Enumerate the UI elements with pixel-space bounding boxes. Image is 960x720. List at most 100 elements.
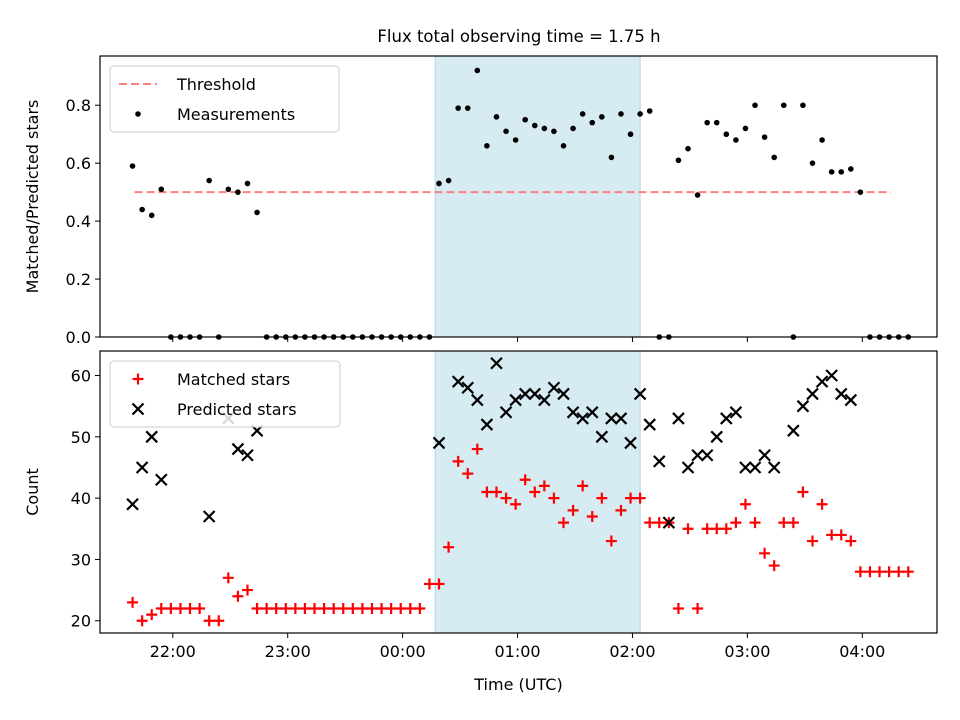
matched-point (778, 517, 790, 529)
measurement-point (474, 67, 481, 74)
predicted-point (758, 448, 771, 462)
matched-point (759, 547, 771, 559)
matched-point (155, 602, 167, 614)
measurement-point (828, 169, 835, 175)
matched-point (874, 566, 886, 578)
predicted-point (241, 448, 254, 462)
matched-point (672, 602, 684, 614)
predicted-point (145, 430, 158, 444)
measurement-point (704, 119, 710, 126)
matched-point (174, 602, 186, 614)
top-panel: 0.0 0.2 0.4 0.6 0.8 Matched/Predicted stars Th… (23, 55, 938, 347)
matched-point (893, 566, 905, 578)
predicted-point (585, 406, 599, 419)
matched-point (127, 596, 139, 608)
matched-point (136, 615, 148, 627)
predicted-point (672, 412, 685, 425)
matched-point (864, 566, 876, 578)
predicted-point (844, 393, 858, 407)
predicted-point (547, 381, 561, 395)
matched-point (558, 517, 570, 529)
predicted-point (528, 387, 542, 401)
matched-point (318, 602, 330, 614)
matched-point (452, 455, 464, 467)
measurement-point (129, 163, 136, 169)
matched-point (395, 602, 407, 614)
matched-point (883, 566, 895, 578)
matched-point (385, 602, 397, 614)
measurement-point (589, 119, 596, 126)
predicted-point (480, 418, 494, 431)
predicted-point (605, 412, 618, 425)
predicted-point (509, 393, 522, 407)
measurement-point (761, 134, 768, 140)
measurement-point (503, 128, 509, 135)
matched-point (280, 602, 292, 614)
matched-point (854, 566, 866, 578)
predicted-point (461, 381, 475, 395)
legend-marker (135, 111, 141, 117)
predicted-point (518, 387, 532, 401)
x-tick-label: 23:00 (265, 642, 311, 661)
matched-point (404, 602, 416, 614)
matched-point (835, 529, 847, 541)
matched-point (510, 498, 522, 510)
plot-frame (99, 55, 938, 338)
legend-box (109, 360, 341, 428)
matched-point (241, 584, 253, 596)
predicted-point (796, 399, 810, 413)
y-axis-label: Count (23, 468, 42, 516)
predicted-point (825, 369, 838, 382)
measurement-point (733, 137, 739, 143)
matched-point (682, 523, 694, 535)
matched-point (730, 517, 742, 529)
measurement-point (618, 111, 624, 117)
measurement-point (158, 186, 165, 193)
x-tick-label: 22:00 (150, 642, 196, 661)
predicted-point (767, 461, 781, 474)
x-tick-label: 03:00 (724, 642, 770, 661)
matched-point (787, 517, 799, 529)
y-tick-label: 60 (71, 367, 91, 386)
measurement-point (455, 105, 461, 111)
predicted-point (499, 406, 513, 419)
matched-point (538, 480, 550, 492)
measurement-point (857, 189, 864, 195)
y-tick-label: 50 (71, 428, 91, 447)
bottom-panel: 20 30 40 50 60 22:00 23:00 00:00 01:00 02:00 03:00… (23, 350, 938, 694)
measurement-point (464, 105, 471, 111)
matched-point (433, 578, 445, 590)
matched-point (902, 566, 914, 578)
predicted-point (595, 430, 609, 444)
matched-point (807, 535, 819, 547)
predicted-point (681, 461, 695, 474)
legend-label: Matched stars (177, 370, 290, 389)
predicted-point (566, 406, 580, 419)
predicted-point (834, 387, 848, 401)
measurement-point (742, 125, 749, 132)
predicted-point (700, 448, 714, 462)
measurement-point (809, 160, 816, 166)
matched-point (366, 602, 378, 614)
predicted-point (126, 497, 139, 511)
x-tick-label: 00:00 (380, 642, 426, 661)
matched-point (184, 602, 196, 614)
measurement-point (800, 102, 806, 109)
matched-point (337, 602, 349, 614)
legend: Matched stars Predicted stars (109, 360, 341, 428)
predicted-point (557, 387, 570, 401)
predicted-point (815, 375, 829, 388)
predicted-point (739, 461, 752, 474)
measurement-point (599, 114, 605, 120)
matched-point (423, 578, 435, 590)
matched-point (644, 517, 656, 529)
predicted-point (652, 455, 666, 468)
matched-point (347, 602, 359, 614)
measurement-point (148, 212, 155, 219)
legend-label: Threshold (176, 75, 256, 94)
measurement-point (819, 137, 825, 143)
measurement-point (206, 177, 212, 184)
measurement-point (608, 154, 615, 161)
matched-point (289, 602, 301, 614)
matched-point (548, 492, 560, 504)
